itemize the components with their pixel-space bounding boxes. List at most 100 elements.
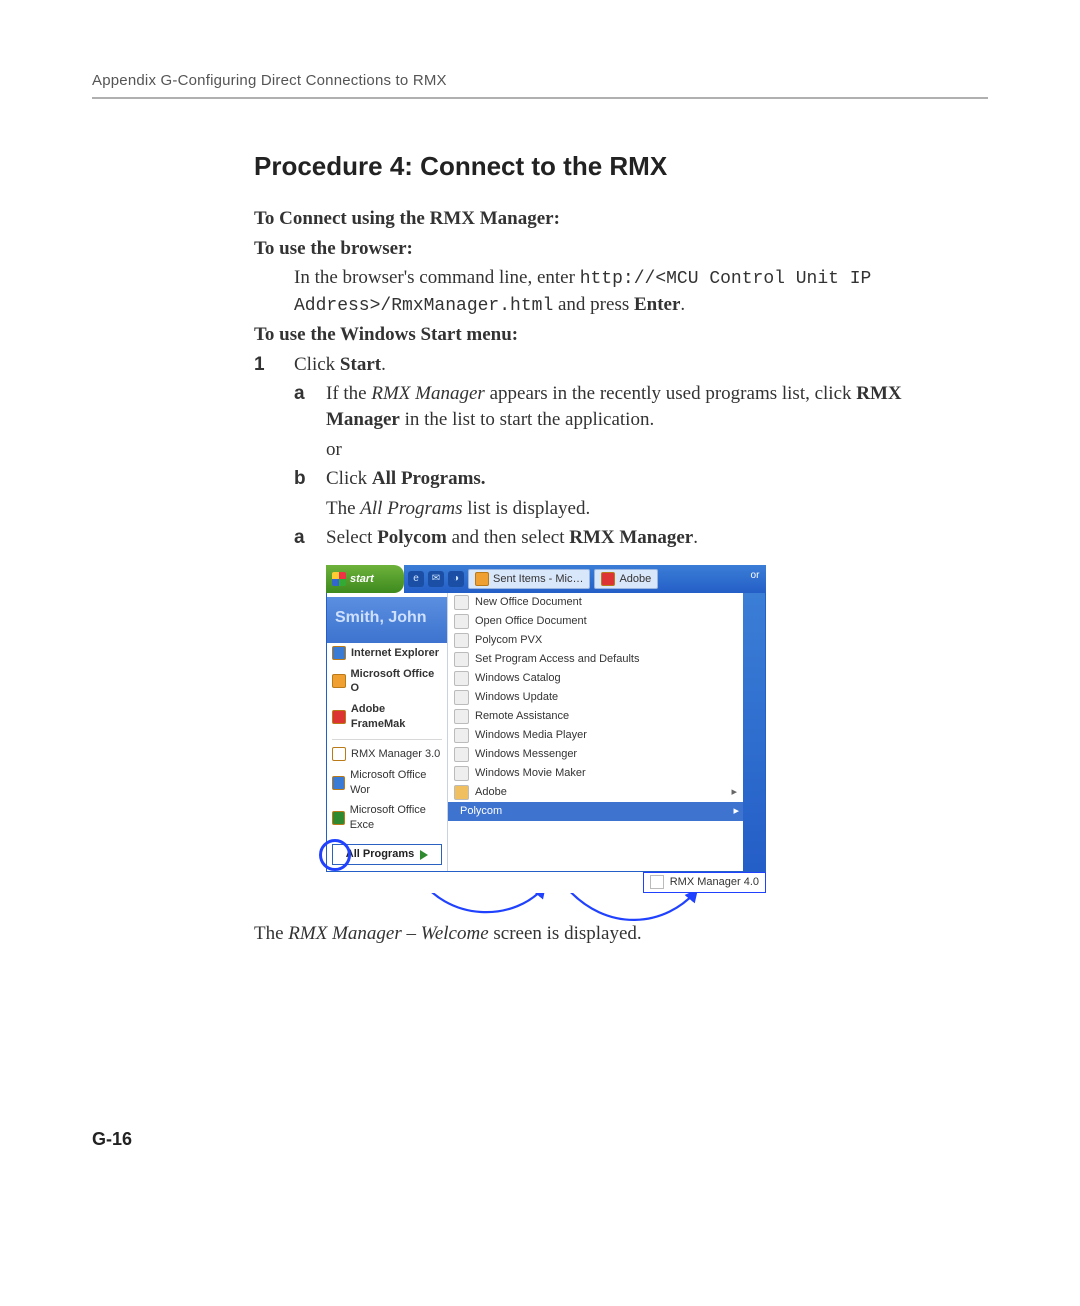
user-band: Smith, John [327, 597, 447, 643]
label: Windows Movie Maker [475, 766, 586, 781]
text: The [326, 498, 360, 519]
text: list is displayed. [463, 498, 591, 519]
list-item[interactable]: Open Office Document [448, 612, 743, 631]
clipped-edge: or [744, 565, 766, 593]
start-button[interactable]: start [326, 565, 404, 593]
pinned-item[interactable]: Internet Explorer [327, 643, 447, 664]
text: . [680, 294, 685, 315]
help-icon [454, 709, 469, 724]
taskbar: start e ✉ ◑ Sent Items - Mic… Adobe or [326, 565, 766, 593]
label: Set Program Access and Defaults [475, 652, 639, 667]
substep-b: b Click All Programs. The All Programs l… [294, 466, 914, 521]
step-number: 1 [254, 352, 294, 378]
list-item[interactable]: Windows Media Player [448, 726, 743, 745]
taskbar-right: e ✉ ◑ Sent Items - Mic… Adobe [404, 565, 744, 593]
start-menu-body: Smith, John Internet Explorer Microsoft … [326, 593, 766, 872]
task-label: Adobe [619, 572, 651, 587]
text: . [381, 354, 386, 375]
task-label: Sent Items - Mic… [493, 572, 583, 587]
italic: All Programs [360, 498, 462, 519]
separator [332, 739, 442, 740]
label: RMX Manager 4.0 [670, 875, 759, 890]
label: Adobe [475, 785, 507, 800]
label: Internet Explorer [351, 646, 439, 661]
list-item[interactable]: Windows Catalog [448, 669, 743, 688]
windows-flag-icon [332, 572, 346, 586]
substep-letter: a [294, 381, 326, 462]
framemaker-icon [332, 710, 346, 724]
subhead-startmenu: To use the Windows Start menu: [254, 322, 914, 348]
start-label: start [350, 572, 374, 587]
text: and then select [447, 527, 569, 548]
taskbar-item[interactable]: Sent Items - Mic… [468, 569, 590, 589]
recent-item[interactable]: Microsoft Office Exce [327, 800, 447, 836]
label: Windows Catalog [475, 671, 561, 686]
recent-item[interactable]: RMX Manager 3.0 [327, 744, 447, 765]
text: screen is displayed. [489, 923, 642, 944]
page-number: G-16 [92, 1129, 132, 1150]
text: In the browser's command line, enter [294, 267, 580, 288]
list-item[interactable]: Windows Update [448, 688, 743, 707]
list-item[interactable]: Adobe ▸ [448, 783, 743, 802]
quicklaunch-icon[interactable]: ◑ [448, 571, 464, 587]
substep-letter: a [294, 525, 326, 551]
running-head: Appendix G-Configuring Direct Connection… [92, 72, 988, 89]
label: Microsoft Office Wor [350, 768, 442, 798]
doc-icon [454, 595, 469, 610]
app-icon [475, 572, 489, 586]
label: Microsoft Office O [351, 667, 442, 697]
arrow-right-icon: ▸ [731, 785, 737, 800]
recent-item[interactable]: Microsoft Office Wor [327, 765, 447, 801]
excel-icon [332, 811, 345, 825]
text: The [254, 923, 288, 944]
after-screenshot: The RMX Manager – Welcome screen is disp… [254, 921, 914, 947]
gear-icon [454, 652, 469, 667]
doc-icon [454, 614, 469, 629]
bold: RMX Manager [569, 527, 693, 548]
quicklaunch-icon[interactable]: e [408, 571, 424, 587]
label: Windows Media Player [475, 728, 587, 743]
wmp-icon [454, 728, 469, 743]
start-menu-screenshot: start e ✉ ◑ Sent Items - Mic… Adobe or [326, 565, 766, 893]
catalog-icon [454, 671, 469, 686]
polycom-item[interactable]: Polycom ▸ [448, 802, 743, 821]
moviemaker-icon [454, 766, 469, 781]
list-item[interactable]: New Office Document [448, 593, 743, 612]
all-programs-button[interactable]: All Programs [332, 844, 442, 865]
app-icon [454, 633, 469, 648]
ie-icon [332, 646, 346, 660]
arrow-right-icon [420, 850, 428, 860]
list-item[interactable]: Remote Assistance [448, 707, 743, 726]
pinned-item[interactable]: Adobe FrameMak [327, 699, 447, 735]
step-1: 1 Click Start. [254, 352, 914, 378]
bold: All Programs. [372, 468, 486, 489]
substep-body: If the RMX Manager appears in the recent… [326, 381, 914, 462]
label: Microsoft Office Exce [350, 803, 442, 833]
quicklaunch-icon[interactable]: ✉ [428, 571, 444, 587]
app-icon [332, 747, 346, 761]
taskbar-item[interactable]: Adobe [594, 569, 658, 589]
label: Open Office Document [475, 614, 587, 629]
folder-icon [454, 785, 469, 800]
substep-body: Click All Programs. The All Programs lis… [326, 466, 914, 521]
label: RMX Manager 3.0 [351, 747, 440, 762]
or-line: or [326, 437, 914, 463]
list-item[interactable]: Windows Movie Maker [448, 764, 743, 783]
pinned-item[interactable]: Microsoft Office O [327, 664, 447, 700]
arrow-right-icon: ▸ [733, 804, 739, 819]
rmx-manager-flyout[interactable]: RMX Manager 4.0 [643, 872, 766, 893]
substep-a2: a Select Polycom and then select RMX Man… [294, 525, 914, 551]
list-item[interactable]: Polycom PVX [448, 631, 743, 650]
start-word: Start [340, 354, 381, 375]
text: appears in the recently used programs li… [485, 383, 856, 404]
label: Polycom PVX [475, 633, 542, 648]
list-item[interactable]: Set Program Access and Defaults [448, 650, 743, 669]
update-icon [454, 690, 469, 705]
list-item[interactable]: Windows Messenger [448, 745, 743, 764]
header-rule [92, 97, 988, 99]
clipped-edge [743, 593, 765, 871]
procedure-title: Procedure 4: Connect to the RMX [254, 149, 914, 184]
line2: The All Programs list is displayed. [326, 496, 914, 522]
enter-key: Enter [634, 294, 680, 315]
document-page: Appendix G-Configuring Direct Connection… [0, 0, 1080, 1306]
